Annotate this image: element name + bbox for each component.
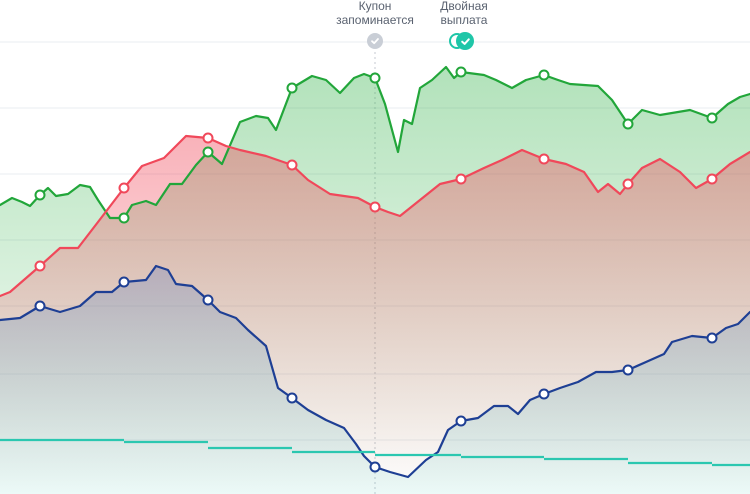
check-circle-icon [367, 33, 383, 49]
marker-green [622, 118, 634, 130]
marker-red [118, 182, 130, 194]
line-red [0, 134, 750, 298]
marker-blue [34, 300, 46, 312]
marker-green [706, 112, 718, 124]
marker-blue [118, 276, 130, 288]
series-markers [34, 66, 718, 473]
annotation-double-payout: Двойная выплата [440, 0, 488, 27]
marker-green [34, 189, 46, 201]
marker-blue [369, 461, 381, 473]
marker-red [202, 132, 214, 144]
marker-blue [706, 332, 718, 344]
marker-green [538, 69, 550, 81]
marker-blue [622, 364, 634, 376]
marker-green [286, 82, 298, 94]
marker-blue [538, 388, 550, 400]
annotation-coupon-memory: Купон запоминается [336, 0, 414, 27]
marker-blue [455, 415, 467, 427]
marker-green [118, 212, 130, 224]
marker-blue [202, 294, 214, 306]
marker-green [369, 72, 381, 84]
marker-red [369, 201, 381, 213]
double-check-circle-icon [456, 32, 474, 50]
marker-green [455, 66, 467, 78]
marker-red [622, 178, 634, 190]
marker-green [202, 146, 214, 158]
marker-red [455, 173, 467, 185]
marker-blue [286, 392, 298, 404]
line-green [0, 65, 750, 220]
marker-red [34, 260, 46, 272]
area-blue [0, 266, 750, 494]
marker-red [538, 153, 550, 165]
marker-red [286, 159, 298, 171]
marker-red [706, 173, 718, 185]
series-areas [0, 67, 750, 494]
